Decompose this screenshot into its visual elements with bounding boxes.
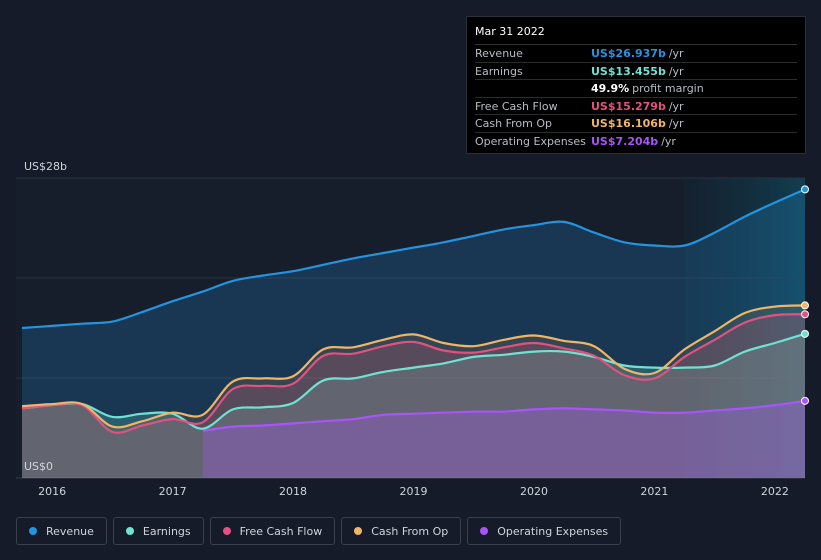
line-revenue	[21, 188, 806, 330]
legend-label: Earnings	[142, 524, 191, 538]
tooltip-label: Operating Expenses	[475, 134, 586, 148]
endpoint-revenue	[801, 185, 809, 194]
tooltip-unit: /yr	[668, 117, 684, 130]
x-tick-label: 2022	[761, 485, 789, 498]
x-tick-label: 2021	[640, 485, 668, 498]
chart-legend: Revenue Earnings Free Cash Flow Cash Fro…	[16, 517, 622, 545]
data-tooltip: Mar 31 2022 Revenue US$26.937b /yr Earni…	[466, 16, 806, 154]
tooltip-value: 49.9%	[591, 82, 630, 95]
tooltip-value: US$16.106b	[591, 117, 666, 130]
endpoint-free-cash-flow	[801, 310, 809, 319]
line-operating-expenses	[202, 399, 806, 432]
series-lines	[21, 188, 806, 434]
legend-label: Operating Expenses	[497, 524, 609, 538]
tooltip-label: Earnings	[475, 64, 523, 78]
line-cash-from-op	[21, 304, 806, 429]
legend-dot-icon	[222, 527, 231, 535]
tooltip-label: Free Cash Flow	[475, 99, 558, 113]
x-tick-label: 2016	[38, 485, 66, 498]
tooltip-row-operating-expenses: Operating Expenses US$7.204b /yr	[475, 133, 797, 151]
tooltip-row-revenue: Revenue US$26.937b /yr	[475, 45, 797, 63]
tooltip-label: Cash From Op	[475, 117, 553, 130]
endpoint-earnings	[801, 329, 809, 338]
legend-dot-icon	[354, 527, 363, 535]
tooltip-row-cash-from-op: Cash From Op US$16.106b /yr	[475, 115, 797, 133]
series-endpoints	[801, 185, 809, 405]
tooltip-row-free-cash-flow: Free Cash Flow US$15.279b /yr	[475, 98, 797, 115]
legend-label: Free Cash Flow	[239, 524, 323, 538]
endpoint-cash-from-op	[801, 301, 809, 310]
legend-item-operating-expenses[interactable]: Operating Expenses	[467, 517, 622, 545]
legend-dot-icon	[125, 527, 134, 535]
tooltip-value: US$13.455b	[591, 64, 666, 78]
y-axis-top-label: US$28b	[24, 160, 68, 173]
tooltip-value: US$26.937b	[591, 47, 666, 60]
tooltip-label: Revenue	[475, 47, 523, 60]
tooltip-unit: profit margin	[632, 82, 704, 95]
legend-label: Cash From Op	[371, 524, 449, 538]
tooltip-date: Mar 31 2022	[475, 23, 797, 45]
tooltip-value: US$7.204b	[591, 134, 659, 148]
tooltip-unit: /yr	[668, 99, 684, 113]
tooltip-unit: /yr	[668, 47, 684, 60]
area-cash-from-op	[22, 305, 805, 478]
legend-label: Revenue	[46, 524, 94, 538]
legend-item-revenue[interactable]: Revenue	[16, 517, 107, 545]
legend-dot-icon	[29, 527, 37, 535]
x-tick-label: 2018	[279, 485, 307, 498]
tooltip-label	[475, 80, 591, 97]
forecast-highlight	[684, 178, 805, 478]
area-free-cash-flow	[22, 314, 805, 478]
grid-lines	[16, 177, 805, 479]
y-axis-bottom-label: US$0	[24, 460, 54, 473]
area-earnings	[22, 333, 805, 478]
x-tick-label: 2019	[400, 485, 428, 498]
legend-item-free-cash-flow[interactable]: Free Cash Flow	[209, 517, 336, 545]
tooltip-value: US$15.279b	[591, 99, 666, 113]
tooltip-unit: /yr	[668, 64, 684, 78]
x-tick-label: 2017	[159, 485, 187, 498]
line-free-cash-flow	[21, 313, 806, 434]
legend-dot-icon	[480, 527, 489, 535]
legend-item-cash-from-op[interactable]: Cash From Op	[341, 517, 462, 545]
x-tick-label: 2020	[520, 485, 548, 498]
line-earnings	[21, 332, 806, 430]
endpoint-operating-expenses	[801, 396, 809, 405]
tooltip-row-profit-margin: 49.9% profit margin	[475, 80, 797, 98]
tooltip-unit: /yr	[661, 134, 676, 148]
tooltip-row-earnings: Earnings US$13.455b /yr	[475, 63, 797, 80]
x-axis-ticks: 2016 2017 2018 2019 2020 2021 2022	[38, 485, 789, 498]
legend-item-earnings[interactable]: Earnings	[112, 517, 204, 545]
